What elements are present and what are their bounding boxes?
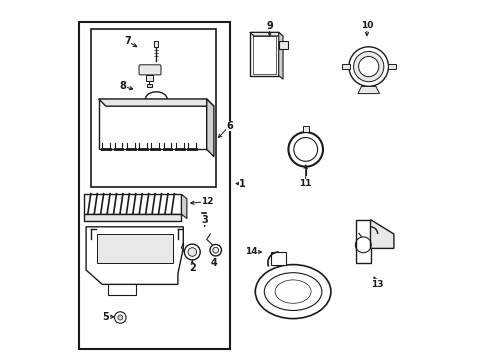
Text: 5: 5 bbox=[102, 312, 109, 322]
Polygon shape bbox=[107, 284, 136, 295]
Text: 9: 9 bbox=[266, 21, 272, 31]
Polygon shape bbox=[249, 32, 283, 36]
Circle shape bbox=[187, 248, 196, 256]
Text: 12: 12 bbox=[201, 197, 214, 206]
Bar bbox=[146, 84, 152, 87]
Bar bbox=[91, 29, 215, 187]
Circle shape bbox=[293, 138, 317, 161]
Bar bbox=[146, 75, 152, 81]
Text: 10: 10 bbox=[360, 21, 372, 30]
Text: 2: 2 bbox=[188, 263, 195, 273]
Text: 8: 8 bbox=[119, 81, 126, 91]
Circle shape bbox=[118, 315, 122, 320]
Text: 3: 3 bbox=[201, 215, 208, 225]
Text: 6: 6 bbox=[225, 121, 232, 131]
Bar bbox=[249, 32, 278, 76]
Polygon shape bbox=[355, 220, 370, 263]
Ellipse shape bbox=[255, 265, 330, 319]
Circle shape bbox=[184, 244, 200, 260]
Polygon shape bbox=[86, 227, 183, 284]
Text: 11: 11 bbox=[299, 179, 311, 188]
Bar bbox=[99, 99, 206, 149]
Bar bbox=[278, 41, 287, 49]
Circle shape bbox=[114, 312, 126, 323]
Circle shape bbox=[288, 132, 322, 167]
Polygon shape bbox=[97, 234, 172, 263]
Polygon shape bbox=[271, 252, 285, 265]
Text: 7: 7 bbox=[124, 36, 131, 46]
Bar bbox=[84, 214, 181, 221]
Text: 14: 14 bbox=[245, 248, 258, 256]
Ellipse shape bbox=[275, 280, 310, 303]
Ellipse shape bbox=[264, 273, 321, 310]
Polygon shape bbox=[206, 99, 213, 157]
Text: 1: 1 bbox=[239, 179, 245, 189]
FancyBboxPatch shape bbox=[139, 65, 161, 75]
Polygon shape bbox=[181, 194, 186, 219]
Polygon shape bbox=[357, 86, 379, 94]
Bar bbox=[341, 64, 349, 69]
Circle shape bbox=[209, 244, 221, 256]
Bar bbox=[387, 64, 395, 69]
Circle shape bbox=[348, 47, 387, 86]
Circle shape bbox=[353, 51, 383, 82]
Circle shape bbox=[212, 247, 218, 253]
Bar bbox=[302, 126, 308, 132]
Bar bbox=[79, 22, 230, 349]
Bar bbox=[84, 194, 181, 214]
Text: 13: 13 bbox=[371, 280, 383, 289]
Bar bbox=[154, 41, 158, 47]
Circle shape bbox=[358, 57, 378, 77]
Text: 4: 4 bbox=[210, 258, 217, 268]
Polygon shape bbox=[99, 99, 213, 106]
Polygon shape bbox=[370, 220, 393, 248]
Polygon shape bbox=[278, 32, 283, 79]
